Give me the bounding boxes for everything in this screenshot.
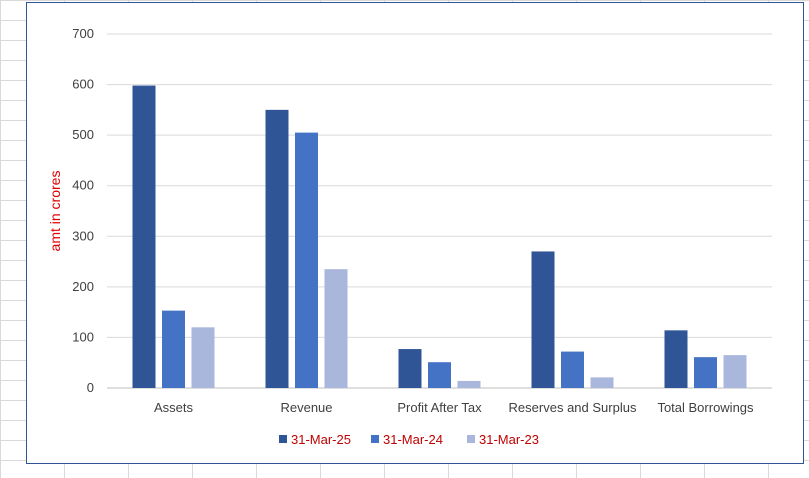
legend-label: 31-Mar-23 — [479, 432, 539, 447]
y-tick-label: 400 — [72, 178, 94, 193]
gridlines — [107, 33, 772, 389]
bar — [191, 327, 215, 388]
y-tick-label: 600 — [72, 77, 94, 92]
bar — [664, 330, 688, 388]
bar — [398, 349, 422, 388]
x-tick-label: Total Borrowings — [657, 400, 754, 415]
bar — [723, 355, 747, 388]
x-tick-label: Revenue — [280, 400, 332, 415]
x-tick-label: Profit After Tax — [397, 400, 482, 415]
bar — [295, 132, 318, 388]
y-tick-label: 700 — [72, 26, 94, 41]
bar — [265, 109, 289, 388]
x-axis-ticks: Assets Revenue Profit After Tax Reserves an… — [154, 400, 754, 415]
y-tick-label: 300 — [72, 228, 94, 243]
bars — [132, 85, 747, 388]
legend-label: 31-Mar-24 — [383, 432, 443, 447]
y-tick-label: 0 — [87, 380, 94, 395]
bar — [324, 269, 348, 388]
bar — [531, 251, 555, 388]
bar — [590, 377, 614, 388]
legend-swatch — [371, 435, 379, 443]
bar — [561, 351, 584, 388]
y-tick-label: 200 — [72, 279, 94, 294]
y-tick-label: 500 — [72, 127, 94, 142]
x-tick-label: Reserves and Surplus — [509, 400, 637, 415]
legend: 31-Mar-25 31-Mar-24 31-Mar-23 — [279, 432, 539, 447]
legend-swatch — [279, 435, 287, 443]
legend-label: 31-Mar-25 — [291, 432, 351, 447]
y-axis-label: amt in crores — [47, 171, 63, 252]
bar — [694, 357, 717, 388]
x-tick-label: Assets — [154, 400, 194, 415]
bar — [132, 85, 156, 388]
bar — [428, 362, 451, 388]
legend-swatch — [467, 435, 475, 443]
y-tick-label: 100 — [72, 329, 94, 344]
y-axis-ticks: 0 100 200 300 400 500 600 700 — [72, 26, 94, 395]
bar — [162, 310, 185, 388]
bar — [457, 380, 481, 388]
